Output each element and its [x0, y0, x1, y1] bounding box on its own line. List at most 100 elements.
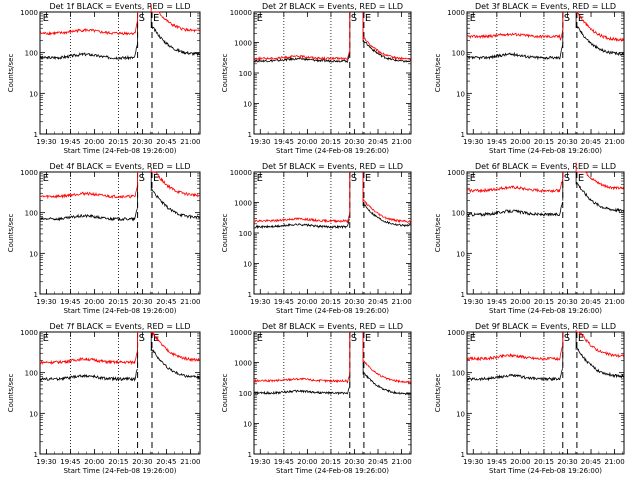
lld-series-line [253, 12, 411, 61]
chart-title: Det 8f BLACK = Events, RED = LLD [262, 322, 403, 331]
x-tick-label: 20:00 [84, 458, 104, 466]
x-axis-label: Start Time (24-Feb-08 19:26:00) [63, 307, 176, 315]
x-tick-label: 20:45 [581, 458, 601, 466]
y-axis-label: Counts/sec [7, 214, 15, 253]
marker-label: E [470, 173, 476, 184]
plot-frame [39, 331, 201, 455]
y-tick-label: 100 [25, 370, 38, 378]
x-tick-label: 20:45 [156, 138, 176, 146]
lld-series-line [466, 329, 624, 362]
x-axis-label: Start Time (24-Feb-08 19:26:00) [276, 467, 389, 475]
x-tick-label: 21:00 [391, 458, 411, 466]
marker-label: S [564, 13, 570, 24]
y-tick-label: 1 [248, 291, 252, 299]
y-tick-label: 1000 [20, 9, 38, 17]
x-tick-label: 19:45 [60, 458, 80, 466]
y-axis-label: Counts/sec [221, 214, 229, 253]
plot-frame [466, 171, 625, 295]
x-tick-label: 20:15 [534, 138, 554, 146]
events-series-line [253, 172, 411, 230]
x-tick-label: 19:45 [274, 298, 294, 306]
x-tick-label: 20:45 [156, 298, 176, 306]
chart-panel-7: Det 7f BLACK = Events, RED = LLD Counts/s… [7, 322, 201, 475]
x-axis-label: Start Time (24-Feb-08 19:26:00) [63, 467, 176, 475]
chart-title: Det 4f BLACK = Events, RED = LLD [49, 162, 190, 171]
y-tick-label: 10 [456, 410, 465, 418]
x-tick-label: 20:00 [297, 138, 317, 146]
x-tick-label: 19:30 [250, 458, 270, 466]
x-tick-label: 20:30 [132, 298, 152, 306]
y-tick-label: 10000 [230, 9, 252, 17]
x-tick-label: 20:30 [344, 138, 364, 146]
x-tick-label: 19:45 [487, 138, 507, 146]
x-tick-label: 19:45 [274, 138, 294, 146]
events-series-line [466, 332, 624, 382]
x-axis-label: Start Time (24-Feb-08 19:26:00) [276, 147, 389, 155]
x-axis-label: Start Time (24-Feb-08 19:26:00) [489, 307, 602, 315]
y-tick-label: 1 [34, 131, 38, 139]
marker-label: S [351, 333, 357, 344]
lld-series-line [466, 162, 624, 194]
x-tick-label: 19:30 [250, 138, 270, 146]
x-tick-label: 20:00 [84, 138, 104, 146]
y-tick-label: 100 [452, 50, 465, 58]
marker-label: E [578, 13, 584, 24]
plot-frame [39, 171, 201, 295]
marker-label: E [365, 173, 371, 184]
lld-series-line [253, 332, 411, 385]
chart-title: Det 6f BLACK = Events, RED = LLD [475, 162, 616, 171]
marker-label: S [564, 173, 570, 184]
y-tick-label: 1 [461, 131, 465, 139]
plot-frame [253, 171, 412, 295]
y-tick-label: 1 [248, 451, 252, 459]
x-tick-label: 20:15 [321, 458, 341, 466]
x-tick-label: 19:30 [250, 298, 270, 306]
y-tick-label: 100 [452, 210, 465, 218]
x-axis-label: Start Time (24-Feb-08 19:26:00) [489, 147, 602, 155]
y-tick-label: 1 [461, 451, 465, 459]
x-tick-label: 19:30 [36, 298, 56, 306]
x-tick-label: 20:15 [108, 298, 128, 306]
x-tick-label: 20:00 [84, 298, 104, 306]
y-tick-label: 100 [239, 230, 252, 238]
x-tick-label: 19:45 [60, 298, 80, 306]
y-tick-label: 10 [29, 90, 38, 98]
x-axis-label: Start Time (24-Feb-08 19:26:00) [489, 467, 602, 475]
x-tick-label: 20:15 [534, 298, 554, 306]
y-tick-label: 10 [456, 90, 465, 98]
x-tick-label: 20:30 [557, 458, 577, 466]
y-tick-label: 100 [25, 50, 38, 58]
x-axis-label: Start Time (24-Feb-08 19:26:00) [63, 147, 176, 155]
x-tick-label: 20:45 [581, 298, 601, 306]
chart-panel-2: Det 2f BLACK = Events, RED = LLD Counts/s… [221, 2, 412, 155]
x-tick-label: 20:00 [510, 458, 530, 466]
x-tick-label: 19:45 [487, 298, 507, 306]
lld-series-line [39, 169, 200, 200]
x-tick-label: 19:30 [463, 458, 483, 466]
x-tick-label: 20:00 [297, 458, 317, 466]
x-tick-label: 20:30 [344, 298, 364, 306]
x-tick-label: 19:30 [36, 138, 56, 146]
marker-label: E [365, 333, 371, 344]
chart-panel-3: Det 3f BLACK = Events, RED = LLD Counts/s… [434, 2, 625, 155]
marker-label: S [564, 333, 570, 344]
x-tick-label: 20:30 [557, 298, 577, 306]
marker-label: E [43, 173, 49, 184]
y-tick-label: 1000 [447, 9, 465, 17]
events-series-line [466, 172, 624, 217]
marker-label: S [139, 13, 145, 24]
y-tick-label: 10000 [230, 169, 252, 177]
y-axis-label: Counts/sec [221, 54, 229, 93]
x-tick-label: 19:30 [463, 298, 483, 306]
plot-frame [253, 11, 412, 135]
x-tick-label: 20:45 [368, 458, 388, 466]
chart-title: Det 7f BLACK = Events, RED = LLD [49, 322, 190, 331]
plot-frame [466, 331, 625, 455]
marker-label: S [139, 173, 145, 184]
y-tick-label: 1 [248, 131, 252, 139]
x-tick-label: 20:45 [368, 298, 388, 306]
y-axis-label: Counts/sec [434, 214, 442, 253]
chart-panel-9: Det 9f BLACK = Events, RED = LLD Counts/s… [434, 322, 625, 475]
y-axis-label: Counts/sec [434, 374, 442, 413]
